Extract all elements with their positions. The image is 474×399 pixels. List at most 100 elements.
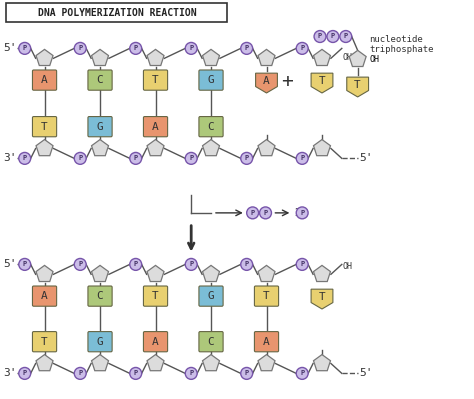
Polygon shape [36, 265, 53, 282]
Circle shape [296, 42, 308, 54]
Circle shape [296, 367, 308, 379]
Circle shape [74, 152, 86, 164]
FancyBboxPatch shape [144, 332, 168, 352]
Text: A: A [41, 291, 48, 301]
Text: P: P [245, 261, 249, 267]
Text: P: P [300, 45, 304, 51]
FancyBboxPatch shape [199, 332, 223, 352]
Circle shape [296, 207, 308, 219]
Circle shape [327, 31, 339, 42]
Circle shape [241, 259, 253, 271]
FancyBboxPatch shape [199, 117, 223, 137]
Text: C: C [97, 75, 103, 85]
FancyBboxPatch shape [32, 286, 56, 306]
Circle shape [246, 207, 259, 219]
FancyBboxPatch shape [144, 286, 168, 306]
Text: P: P [23, 45, 27, 51]
Text: triphosphate: triphosphate [370, 45, 434, 54]
Text: P: P [189, 261, 193, 267]
Text: T: T [152, 75, 159, 85]
Circle shape [241, 152, 253, 164]
Circle shape [74, 367, 86, 379]
Circle shape [19, 152, 31, 164]
Polygon shape [36, 49, 53, 65]
Polygon shape [311, 73, 333, 93]
Text: T: T [354, 80, 361, 90]
Polygon shape [258, 265, 275, 282]
Polygon shape [313, 140, 330, 156]
Text: nucleotide: nucleotide [370, 35, 423, 44]
Text: P: P [78, 261, 82, 267]
Text: P: P [300, 261, 304, 267]
Text: 5': 5' [3, 259, 17, 269]
Text: P: P [134, 155, 138, 161]
Polygon shape [147, 265, 164, 282]
Text: 3': 3' [3, 368, 17, 378]
FancyBboxPatch shape [88, 117, 112, 137]
Circle shape [130, 152, 142, 164]
Text: G: G [97, 337, 103, 347]
Text: A: A [263, 76, 270, 86]
Circle shape [340, 31, 352, 42]
Text: +: + [282, 71, 293, 91]
Polygon shape [347, 77, 369, 97]
Text: OH: OH [370, 55, 380, 64]
Circle shape [19, 259, 31, 271]
Polygon shape [313, 355, 330, 371]
Polygon shape [313, 49, 330, 65]
FancyBboxPatch shape [199, 70, 223, 90]
Circle shape [185, 42, 197, 54]
Circle shape [296, 152, 308, 164]
Text: P: P [300, 155, 304, 161]
Text: P: P [78, 370, 82, 376]
Polygon shape [91, 49, 109, 65]
FancyBboxPatch shape [88, 286, 112, 306]
Text: P: P [245, 370, 249, 376]
Text: P: P [78, 45, 82, 51]
Polygon shape [258, 140, 275, 156]
Text: T: T [263, 291, 270, 301]
Polygon shape [258, 355, 275, 371]
Circle shape [130, 259, 142, 271]
Text: P: P [245, 45, 249, 51]
Circle shape [260, 207, 272, 219]
Polygon shape [147, 140, 164, 156]
FancyBboxPatch shape [6, 3, 228, 22]
Text: C: C [97, 291, 103, 301]
Circle shape [185, 259, 197, 271]
Text: G: G [208, 75, 214, 85]
Circle shape [185, 367, 197, 379]
Circle shape [19, 367, 31, 379]
Polygon shape [202, 49, 219, 65]
Text: A: A [41, 75, 48, 85]
Text: P: P [250, 210, 255, 216]
Text: P: P [23, 261, 27, 267]
Text: 2: 2 [294, 208, 300, 218]
Polygon shape [202, 355, 219, 371]
Text: P: P [78, 155, 82, 161]
Polygon shape [202, 265, 219, 282]
Text: T: T [41, 337, 48, 347]
Polygon shape [147, 355, 164, 371]
Text: 5': 5' [360, 153, 373, 163]
Text: P: P [134, 45, 138, 51]
Polygon shape [91, 265, 109, 282]
Text: P: P [189, 45, 193, 51]
Text: A: A [152, 122, 159, 132]
Circle shape [241, 42, 253, 54]
Text: T: T [319, 292, 325, 302]
Polygon shape [313, 265, 330, 282]
Text: 3': 3' [343, 36, 354, 44]
Text: P: P [134, 370, 138, 376]
Text: A: A [152, 337, 159, 347]
Text: P: P [245, 155, 249, 161]
FancyBboxPatch shape [255, 332, 279, 352]
Circle shape [130, 367, 142, 379]
Text: DNA POLYMERIZATION REACTION: DNA POLYMERIZATION REACTION [37, 8, 196, 18]
Text: T: T [41, 122, 48, 132]
Text: P: P [134, 261, 138, 267]
Text: OH: OH [343, 262, 353, 271]
Text: 5': 5' [3, 43, 17, 53]
Text: C: C [208, 122, 214, 132]
Text: P: P [189, 370, 193, 376]
